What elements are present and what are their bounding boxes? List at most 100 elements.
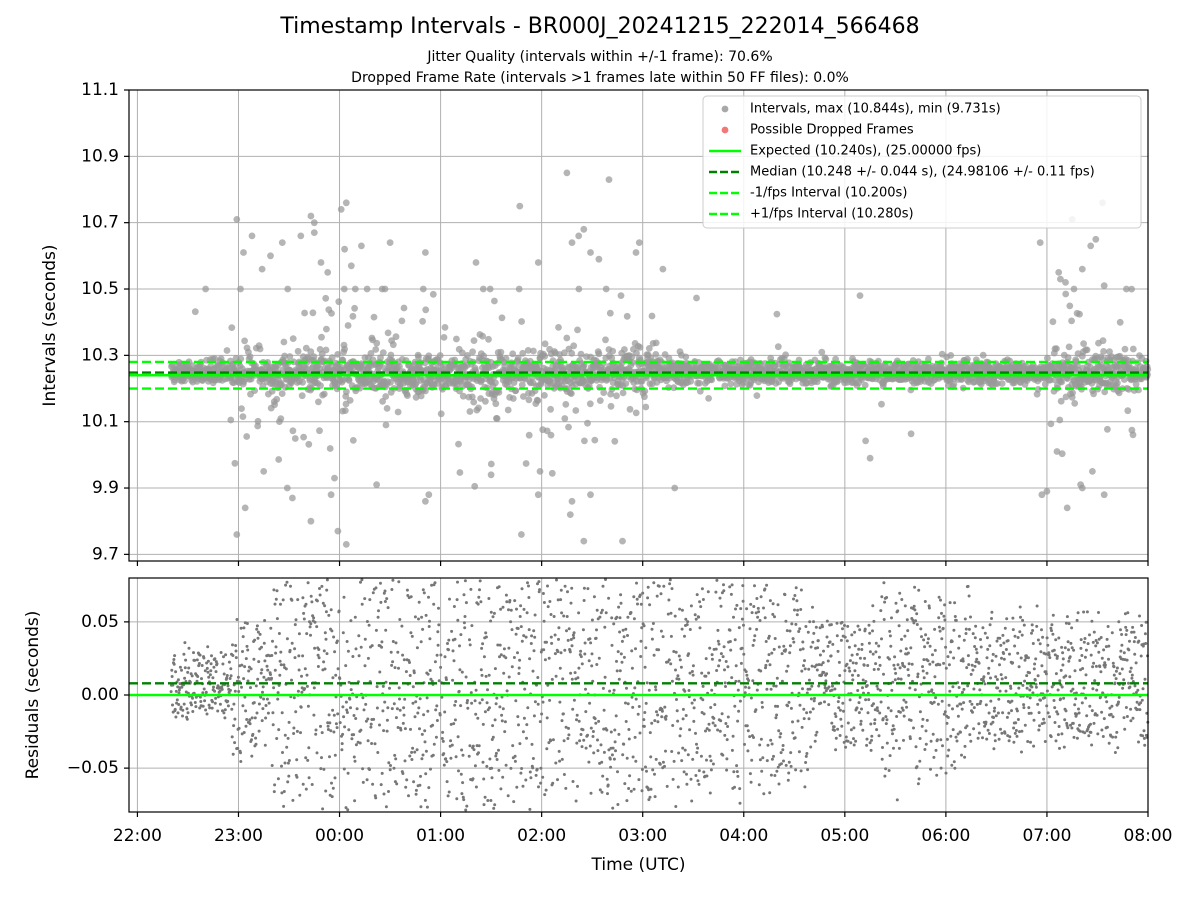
residual-point: [549, 635, 553, 639]
residual-point: [606, 792, 609, 796]
residual-point: [582, 599, 586, 602]
residual-point: [484, 674, 488, 678]
interval-outlier-point: [233, 216, 241, 223]
residual-point: [481, 642, 485, 646]
residual-point: [281, 751, 284, 754]
residual-point: [887, 769, 891, 772]
residual-point: [525, 723, 529, 727]
interval-point: [322, 294, 330, 302]
residual-point: [348, 697, 352, 701]
interval-point: [1083, 346, 1091, 354]
residual-point: [294, 618, 298, 622]
interval-point: [580, 361, 588, 369]
interval-outlier-point: [425, 491, 433, 499]
residual-point: [445, 780, 449, 784]
residual-point: [354, 647, 358, 651]
residual-point: [721, 753, 725, 757]
interval-point: [387, 379, 394, 386]
residual-point: [769, 738, 773, 742]
residual-point: [586, 733, 589, 737]
residual-point: [253, 716, 257, 720]
residual-point: [759, 737, 763, 741]
residual-point: [455, 797, 459, 801]
residual-point: [690, 799, 694, 803]
interval-outlier-point: [1036, 239, 1044, 247]
residual-point: [743, 742, 746, 746]
residual-point: [871, 604, 875, 608]
residual-point: [841, 701, 845, 705]
residual-point: [395, 707, 399, 711]
residual-point: [567, 733, 571, 737]
residual-point: [456, 735, 460, 739]
interval-point: [291, 435, 299, 442]
interval-point: [345, 377, 353, 384]
residual-point: [888, 629, 892, 633]
residual-point: [874, 650, 878, 654]
residual-point: [303, 667, 307, 671]
residual-point: [853, 630, 857, 634]
interval-point: [436, 352, 444, 359]
residual-point: [745, 724, 749, 728]
residual-point: [681, 746, 685, 750]
residual-point: [851, 673, 854, 677]
interval-outlier-point: [342, 199, 350, 207]
residual-point: [267, 701, 271, 705]
residual-point: [881, 746, 884, 749]
interval-outlier-point: [1055, 269, 1063, 276]
interval-point: [570, 342, 578, 350]
residual-point: [294, 710, 298, 714]
residual-point: [861, 728, 865, 732]
residual-point: [241, 635, 245, 639]
residual-point: [611, 806, 615, 810]
residual-point: [880, 595, 884, 599]
interval-point: [227, 416, 235, 424]
residual-point: [421, 753, 425, 757]
interval-point: [518, 381, 526, 389]
residual-point: [341, 705, 345, 709]
interval-point: [565, 423, 572, 431]
residual-point: [729, 592, 733, 596]
interval-point: [453, 335, 460, 343]
residual-point: [355, 707, 359, 711]
residual-point: [677, 677, 681, 681]
residual-point: [698, 626, 702, 630]
residual-point: [589, 641, 593, 645]
residual-point: [206, 645, 210, 649]
residual-point: [231, 752, 235, 756]
residual-point: [315, 751, 319, 755]
residual-point: [273, 783, 277, 787]
residual-point: [630, 666, 634, 670]
residual-point: [524, 635, 528, 639]
residual-point: [764, 663, 768, 667]
residual-point: [663, 705, 667, 709]
interval-point: [514, 354, 522, 362]
residual-point: [409, 631, 413, 635]
residual-point: [543, 658, 547, 662]
interval-outlier-point: [536, 468, 544, 475]
residual-point: [855, 706, 859, 710]
interval-point: [862, 437, 869, 445]
interval-point: [429, 290, 437, 298]
residual-point: [285, 580, 289, 584]
residual-point: [669, 662, 673, 666]
residual-point: [862, 663, 866, 667]
residual-point: [201, 691, 205, 695]
residual-point: [319, 724, 322, 728]
residual-point: [532, 714, 536, 718]
residual-point: [528, 807, 532, 811]
residual-point: [284, 583, 288, 587]
residual-point: [444, 757, 448, 761]
residual-point: [206, 659, 210, 663]
interval-point: [561, 415, 569, 422]
residual-point: [531, 669, 535, 673]
residual-point: [707, 722, 711, 726]
residual-point: [385, 729, 389, 733]
residual-point: [424, 613, 428, 617]
residual-point: [730, 583, 734, 587]
interval-point: [223, 347, 231, 354]
residual-point: [833, 712, 837, 716]
residual-point: [263, 743, 267, 747]
residual-point: [697, 615, 701, 619]
residual-point: [653, 795, 657, 799]
residual-point: [861, 678, 865, 682]
